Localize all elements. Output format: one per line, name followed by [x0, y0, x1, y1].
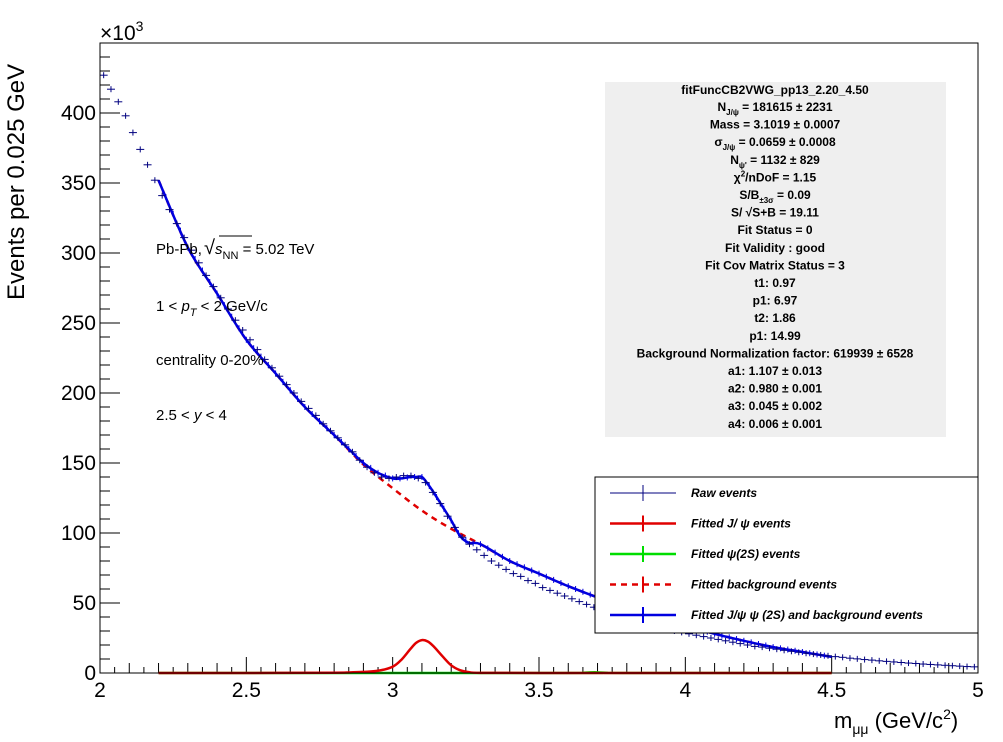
legend-label: Fitted background events [691, 578, 837, 592]
fit-stat-line: t2: 1.86 [754, 311, 796, 325]
y-axis-title: Events per 0.025 GeV [3, 64, 30, 300]
x-tick-label: 3.5 [524, 679, 553, 702]
y-multiplier-label: ×103 [100, 18, 144, 45]
fit-stat-line: NJ/ψ = 181615 ± 2231 [717, 100, 832, 117]
annotation-system: Pb-Pb, √sNN = 5.02 TeV [156, 237, 314, 262]
fit-stats-title: fitFuncCB2VWG_pp13_2.20_4.50 [681, 83, 869, 97]
fit-stat-line: S/B±3σ = 0.09 [739, 188, 811, 205]
legend-entries: Raw events Fitted J/ ψ events Fitted ψ(2S)… [610, 485, 923, 623]
fit-stat-line: a2: 0.980 ± 0.001 [728, 382, 822, 396]
collision-annotations: Pb-Pb, √sNN = 5.02 TeV 1 < pT < 2 GeV/c … [156, 235, 314, 424]
fit-stat-line: Fit Validity : good [725, 241, 825, 255]
x-tick-label: 2.5 [232, 679, 261, 702]
legend-label: Raw events [691, 486, 757, 500]
fit-stat-line: a3: 0.045 ± 0.002 [728, 399, 822, 413]
fit-stats-background [605, 82, 946, 437]
fit-stat-line: σJ/ψ = 0.0659 ± 0.0008 [714, 135, 836, 152]
y-tick-label: 200 [61, 382, 96, 405]
x-tick-label: 4 [679, 679, 691, 702]
annotation-rapidity: 2.5 < y < 4 [156, 407, 227, 424]
y-tick-label: 100 [61, 522, 96, 545]
y-tick-label: 50 [73, 592, 96, 615]
y-tick-label: 400 [61, 102, 96, 125]
y-tick-label: 250 [61, 312, 96, 335]
fit-stat-line: p1: 6.97 [753, 294, 798, 308]
fit-stats-box: fitFuncCB2VWG_pp13_2.20_4.50 NJ/ψ = 1816… [605, 82, 946, 437]
fit-stat-line: S/ √S+B = 19.11 [731, 206, 819, 220]
fit-stat-line: a1: 1.107 ± 0.013 [728, 364, 822, 378]
fit-stat-line: Background Normalization factor: 619939 … [637, 346, 914, 360]
plot-frame [99, 42, 979, 674]
fit-stat-line: p1: 14.99 [749, 329, 801, 343]
fit-stat-line: Mass = 3.1019 ± 0.0007 [710, 118, 841, 132]
fit-stat-line: t1: 0.97 [754, 276, 796, 290]
y-tick-label: 300 [61, 242, 96, 265]
fit-stat-line: Nψ' = 1132 ± 829 [730, 153, 820, 170]
fit-stat-line: χ2/nDoF = 1.15 [734, 169, 817, 184]
x-tick-label: 4.5 [817, 679, 846, 702]
x-axis-title: mμμ (GeV/c2) [834, 706, 958, 737]
x-tick-label: 3 [387, 679, 399, 702]
annotation-pt: 1 < pT < 2 GeV/c [156, 298, 268, 319]
annotation-centrality: centrality 0-20% [156, 352, 264, 369]
y-tick-label: 0 [84, 662, 96, 685]
fit-stat-line: a4: 0.006 ± 0.001 [728, 417, 822, 431]
y-tick-label: 350 [61, 172, 96, 195]
fit-stat-line: Fit Cov Matrix Status = 3 [705, 258, 845, 272]
y-tick-label: 150 [61, 452, 96, 475]
legend: Raw events Fitted J/ ψ events Fitted ψ(2S)… [594, 476, 979, 634]
legend-label: Fitted J/ ψ events [691, 517, 791, 531]
legend-label: Fitted J/ψ ψ (2S) and background events [691, 608, 923, 622]
fit-stat-line: Fit Status = 0 [737, 223, 812, 237]
x-tick-label: 5 [972, 679, 984, 702]
x-tick-label: 2 [94, 679, 106, 702]
legend-label: Fitted ψ(2S) events [691, 547, 801, 561]
